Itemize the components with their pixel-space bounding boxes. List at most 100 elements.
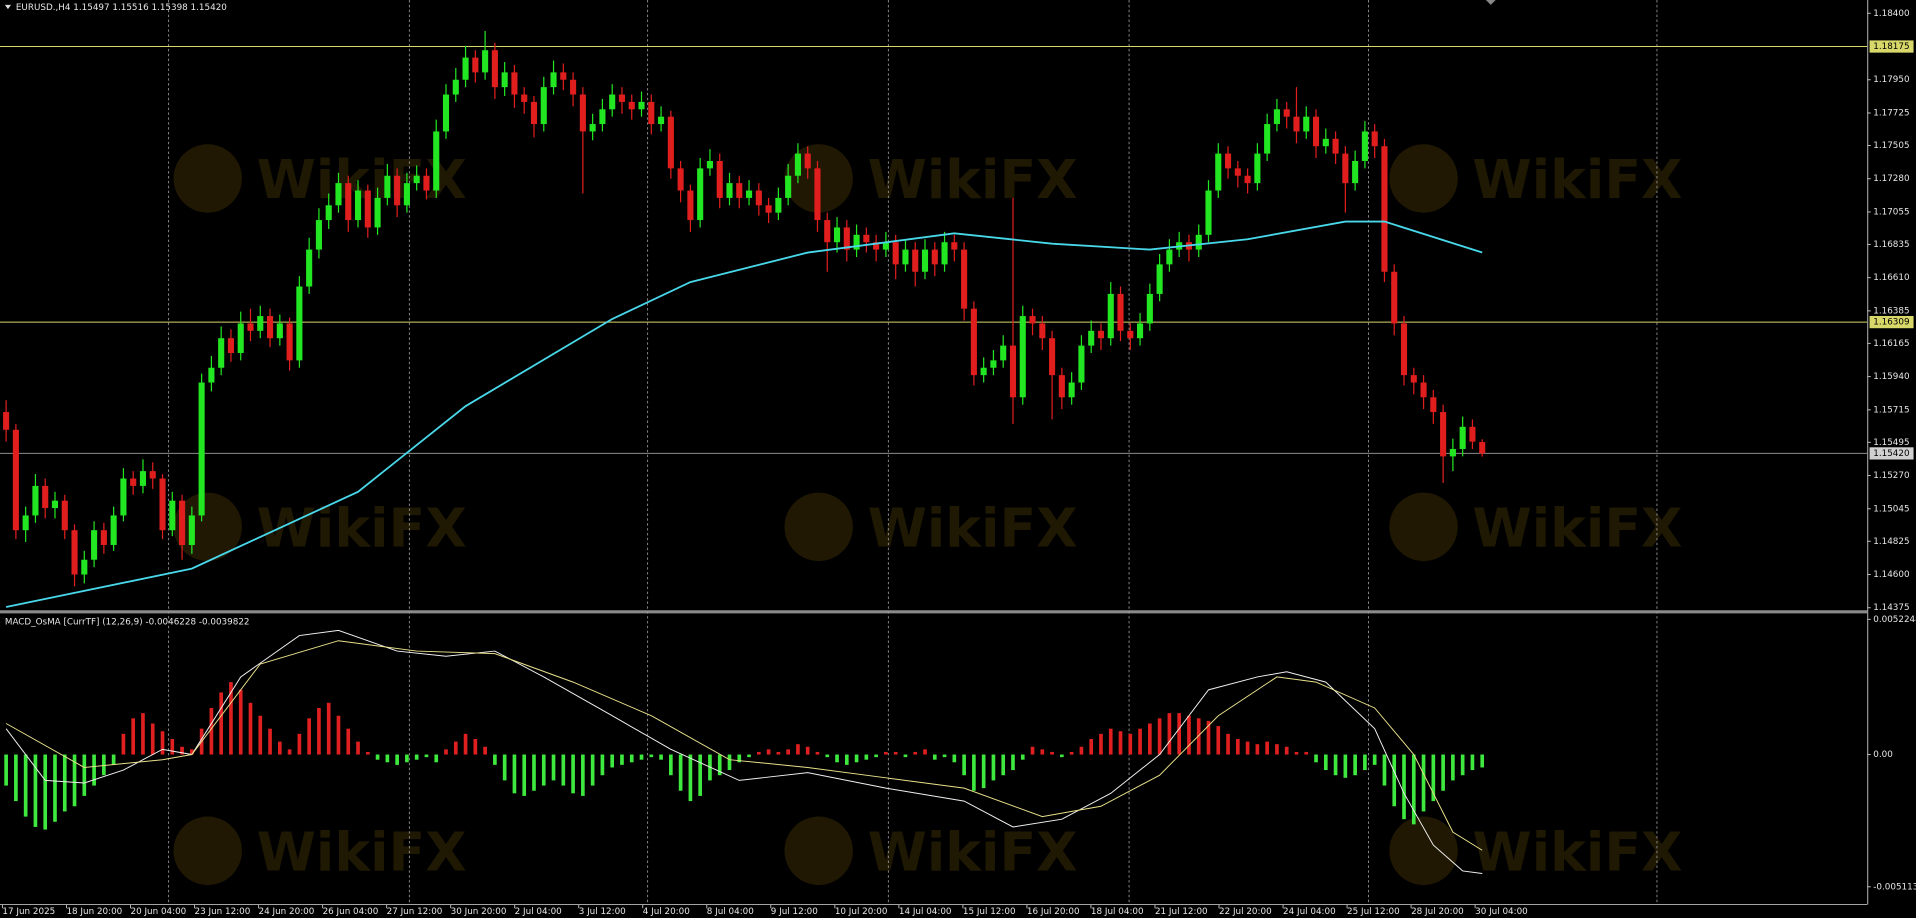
candle-body bbox=[413, 175, 420, 184]
y-tick-label: 1.17950 bbox=[1873, 75, 1909, 85]
histogram-bar bbox=[346, 728, 351, 755]
candle-body bbox=[1440, 412, 1447, 457]
histogram-bar bbox=[1216, 726, 1221, 755]
histogram-bar bbox=[571, 754, 575, 794]
histogram-bar bbox=[610, 754, 615, 768]
candle-body bbox=[990, 360, 997, 368]
candle-body bbox=[169, 500, 176, 531]
y-tick-label: 1.15495 bbox=[1873, 438, 1909, 448]
histogram-bar bbox=[82, 754, 87, 796]
candle-body bbox=[814, 168, 821, 221]
x-tick-label: 21 Jul 12:00 bbox=[1155, 907, 1208, 917]
y-tick-label: 1.15045 bbox=[1873, 504, 1909, 514]
watermark-logo bbox=[173, 816, 242, 885]
candle-body bbox=[550, 72, 557, 88]
candle-body bbox=[804, 153, 811, 169]
candle-body bbox=[863, 234, 870, 243]
histogram-bar bbox=[121, 733, 126, 755]
histogram-bar bbox=[962, 754, 966, 776]
watermark: WikiFX bbox=[1472, 820, 1682, 883]
x-tick-label: 15 Jul 12:00 bbox=[963, 907, 1016, 917]
histogram-bar bbox=[1108, 728, 1113, 755]
histogram-bar bbox=[1431, 754, 1436, 802]
histogram-bar bbox=[1392, 754, 1397, 807]
y-tick-label: 0.0052248 bbox=[1873, 615, 1916, 625]
candle-body bbox=[1117, 293, 1124, 331]
x-tick-label: 30 Jun 20:00 bbox=[451, 907, 507, 917]
candle-body bbox=[423, 175, 430, 191]
histogram-bar bbox=[1138, 728, 1142, 755]
watermark: WikiFX bbox=[868, 820, 1078, 883]
x-tick-label: 22 Jul 20:00 bbox=[1219, 907, 1272, 917]
indicator-title: MACD_OsMA [CurrTF] (12,26,9) -0.0046228 … bbox=[5, 618, 250, 628]
watermark: WikiFX bbox=[1472, 496, 1682, 559]
candle-body bbox=[403, 183, 410, 206]
histogram-bar bbox=[551, 754, 556, 781]
candle-body bbox=[501, 72, 508, 88]
moving-average bbox=[5, 220, 1483, 608]
x-tick-label: 23 Jun 12:00 bbox=[195, 907, 251, 917]
candle-body bbox=[1264, 124, 1271, 154]
candle-body bbox=[716, 160, 723, 198]
candle-body bbox=[325, 205, 332, 221]
candle-body bbox=[1078, 345, 1085, 383]
histogram-bar bbox=[756, 751, 761, 755]
candle-body bbox=[599, 109, 606, 125]
histogram-bar bbox=[405, 754, 409, 763]
symbol-menu[interactable] bbox=[4, 4, 11, 10]
histogram-bar bbox=[1294, 751, 1299, 755]
histogram-bar bbox=[1451, 754, 1455, 781]
candle-body bbox=[1127, 330, 1134, 339]
y-tick-label: 1.17280 bbox=[1873, 174, 1909, 184]
histogram-bar bbox=[1255, 744, 1260, 755]
candle-body bbox=[931, 249, 938, 265]
candle-body bbox=[1283, 109, 1290, 117]
histogram-bar bbox=[483, 746, 487, 755]
candle-body bbox=[374, 197, 381, 228]
histogram-bar bbox=[395, 754, 399, 765]
candle-body bbox=[100, 530, 107, 545]
histogram-bar bbox=[815, 751, 820, 755]
histogram-bar bbox=[1304, 751, 1309, 755]
histogram-bar bbox=[1402, 754, 1406, 820]
histogram-bar bbox=[33, 754, 38, 827]
candle-body bbox=[110, 515, 117, 545]
histogram-bar bbox=[1460, 754, 1465, 776]
histogram-bar bbox=[4, 754, 8, 786]
histogram-bar bbox=[1167, 713, 1172, 755]
histogram-bar bbox=[414, 754, 419, 760]
y-tick-label: 1.16385 bbox=[1873, 306, 1909, 316]
histogram-bar bbox=[277, 741, 282, 755]
histogram-bar bbox=[424, 754, 429, 758]
candle-body bbox=[882, 242, 889, 250]
current-price-box bbox=[1869, 447, 1914, 460]
candle-body bbox=[540, 87, 547, 125]
x-tick-label: 25 Jul 12:00 bbox=[1347, 907, 1400, 917]
candle-body bbox=[1019, 316, 1026, 398]
histogram-bar bbox=[1050, 751, 1054, 755]
histogram-bar bbox=[669, 754, 673, 776]
candle-body bbox=[961, 249, 968, 309]
candle-body bbox=[247, 323, 254, 331]
histogram-bar bbox=[92, 754, 96, 786]
candle-body bbox=[921, 249, 929, 272]
y-tick-label: 1.17055 bbox=[1873, 207, 1909, 217]
histogram-bar bbox=[835, 754, 839, 763]
y-tick-label: 1.15940 bbox=[1873, 372, 1909, 382]
histogram-bar bbox=[1284, 746, 1289, 755]
watermark: WikiFX bbox=[1472, 148, 1682, 211]
histogram-bar bbox=[190, 749, 194, 755]
candle-body bbox=[1391, 271, 1398, 324]
histogram-bar bbox=[170, 739, 175, 755]
candle-body bbox=[257, 316, 264, 331]
candle-body bbox=[1293, 116, 1300, 132]
histogram-bar bbox=[238, 689, 243, 755]
candle-body bbox=[530, 101, 538, 125]
histogram-bar bbox=[131, 718, 136, 755]
candle-body bbox=[306, 249, 313, 287]
histogram-bar bbox=[786, 749, 790, 755]
candle-body bbox=[91, 530, 98, 560]
